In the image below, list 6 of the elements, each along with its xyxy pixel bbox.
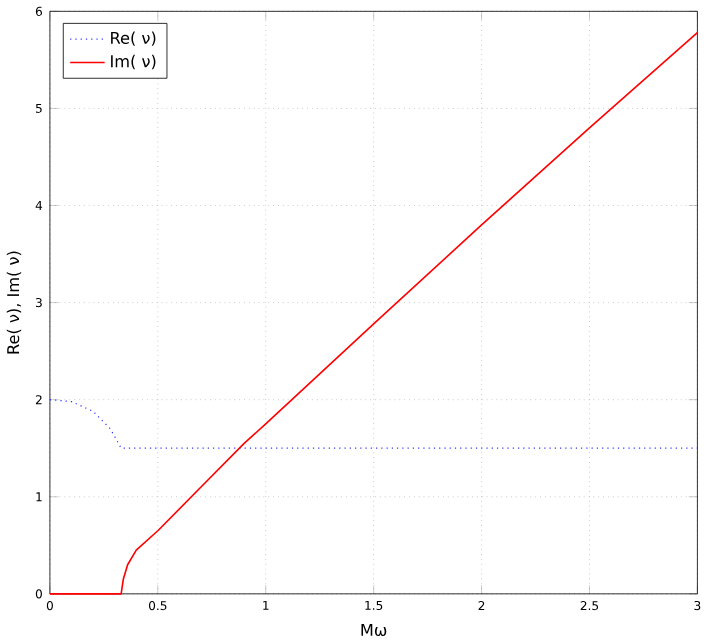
x-axis-title: Mω (361, 623, 387, 636)
legend-label: Im( ν) (111, 54, 156, 69)
line-series (49, 31, 699, 595)
line-series (49, 398, 698, 449)
legend-label: Re( ν) (111, 31, 156, 46)
y-axis-title: Re( ν), Im( ν) (6, 251, 22, 354)
